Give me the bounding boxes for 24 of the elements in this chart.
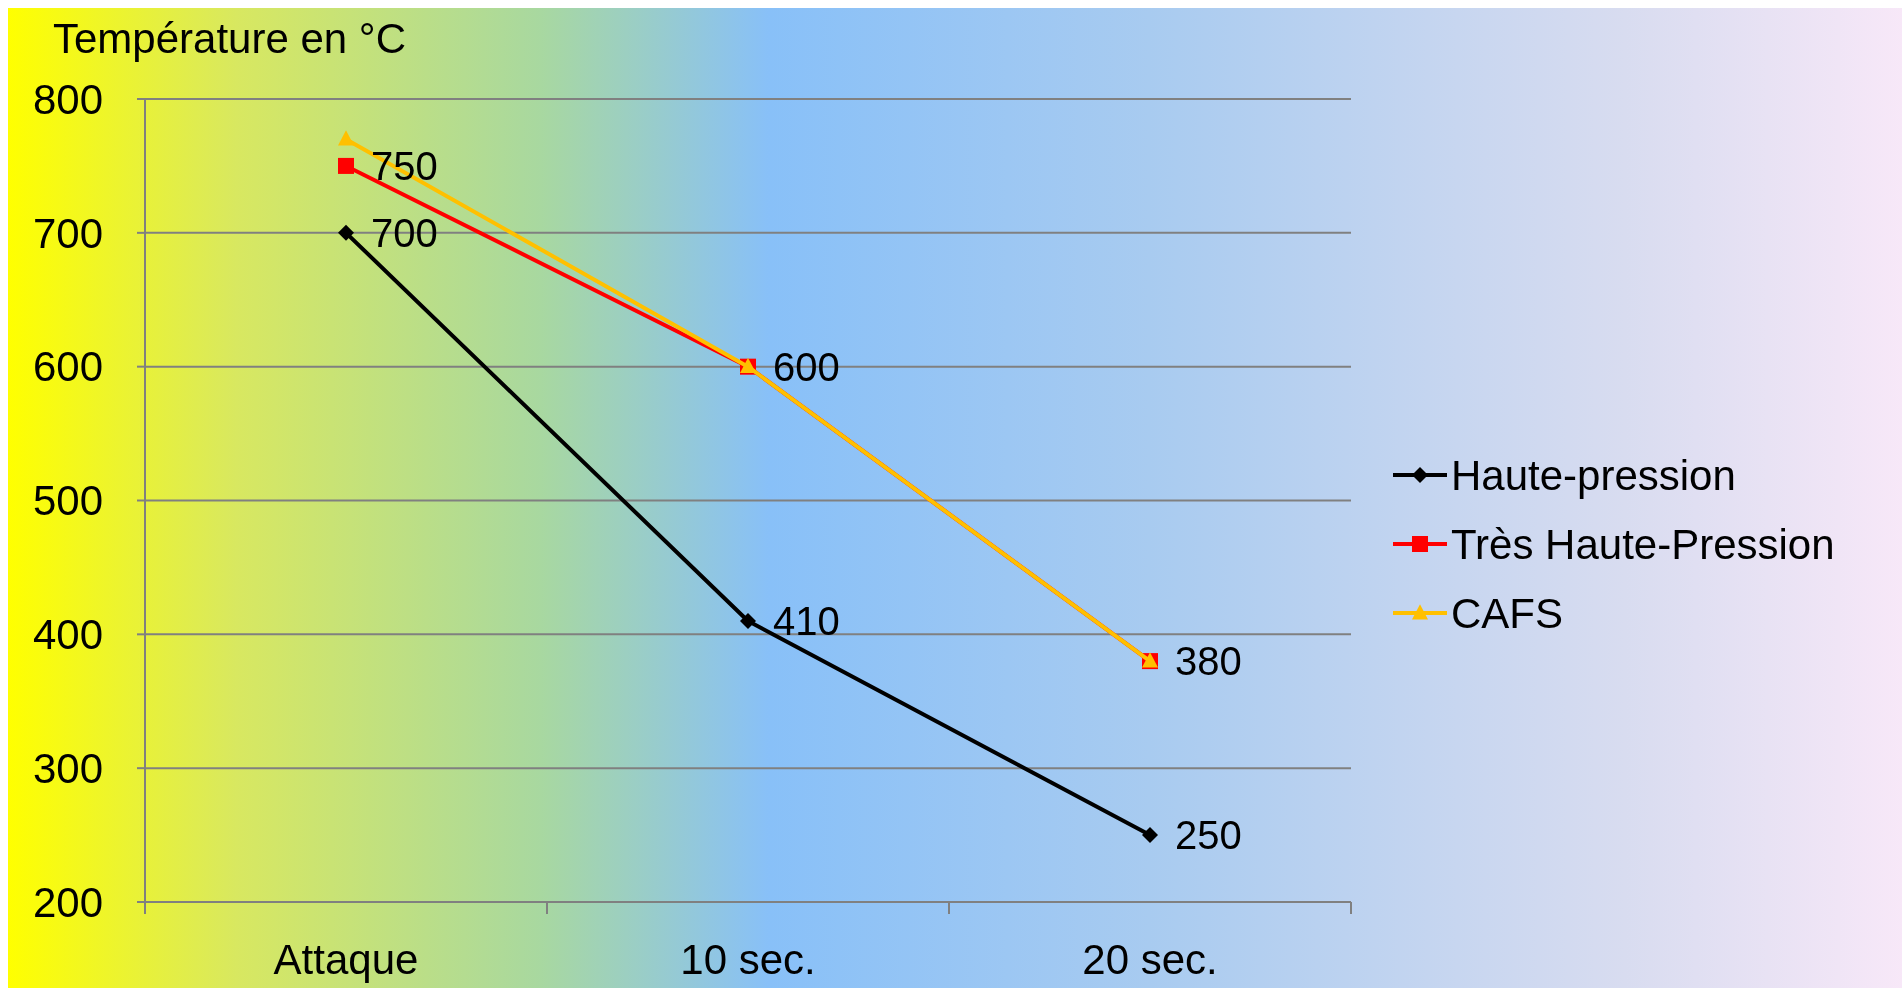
y-tick-label: 300 (32, 744, 103, 792)
point (338, 130, 354, 146)
data-label: 700 (371, 210, 438, 255)
legend-label: Très Haute-Pression (1451, 520, 1835, 568)
y-axis-title: Température en °C (53, 15, 406, 62)
point (1142, 827, 1158, 844)
x-tick-label: 10 sec. (680, 936, 816, 983)
y-tick-label: 400 (32, 611, 103, 659)
x-tick-label: Attaque (273, 936, 419, 983)
y-tick-label: 800 (32, 75, 103, 123)
data-label: 600 (773, 344, 840, 389)
y-tick-label: 600 (32, 343, 103, 391)
x-tick-label: 20 sec. (1082, 936, 1218, 983)
point (338, 224, 354, 241)
data-label: 380 (1175, 639, 1242, 684)
y-tick-label: 200 (32, 878, 103, 926)
point (740, 612, 756, 629)
legend-label: CAFS (1451, 589, 1564, 637)
data-label: 250 (1175, 813, 1242, 858)
data-label: 410 (773, 598, 840, 643)
y-tick-label: 500 (32, 477, 103, 525)
y-tick-label: 700 (32, 209, 103, 257)
point (338, 157, 354, 174)
legend-label: Haute-pression (1451, 451, 1736, 499)
